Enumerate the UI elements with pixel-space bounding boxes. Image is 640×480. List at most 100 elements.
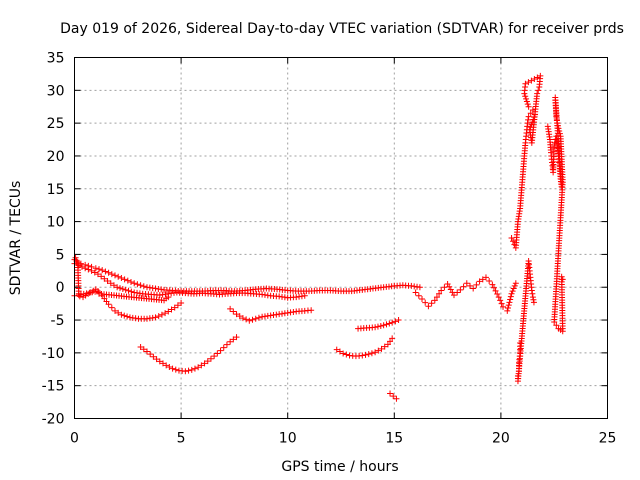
- data-point: [243, 316, 250, 323]
- data-point: [249, 316, 256, 323]
- data-point: [336, 348, 343, 355]
- data-point: [340, 350, 347, 357]
- data-point: [80, 290, 87, 297]
- data-point: [156, 358, 163, 365]
- series-track-start: [72, 254, 172, 304]
- data-point: [473, 281, 480, 288]
- data-point: [118, 275, 125, 282]
- data-point: [119, 285, 126, 292]
- data-point: [233, 311, 240, 318]
- data-point: [412, 289, 419, 296]
- data-point: [252, 315, 259, 322]
- series-track-minus6: [355, 317, 402, 332]
- data-point: [416, 284, 423, 291]
- data-point: [522, 93, 529, 100]
- data-point: [115, 309, 122, 316]
- x-tick-label: 0: [70, 431, 79, 447]
- data-point: [525, 113, 532, 120]
- data-point: [457, 286, 464, 293]
- data-point: [214, 350, 221, 357]
- data-point: [558, 273, 565, 280]
- data-point: [137, 282, 144, 289]
- data-point: [551, 319, 558, 326]
- y-tick-label: -20: [42, 412, 65, 428]
- data-point: [94, 271, 101, 278]
- data-point: [508, 235, 515, 241]
- data-point: [108, 271, 115, 278]
- data-point: [137, 343, 144, 350]
- data-point: [497, 297, 504, 304]
- series-track-spikes: [514, 257, 537, 385]
- y-tick-label: 30: [47, 83, 65, 99]
- data-point: [425, 303, 432, 310]
- series-track-minus12: [137, 334, 240, 375]
- data-point: [158, 311, 165, 318]
- x-tick-label: 10: [279, 431, 297, 447]
- data-point: [365, 351, 372, 358]
- data-point: [223, 341, 230, 348]
- data-point: [236, 313, 243, 320]
- data-point: [446, 283, 453, 290]
- data-point: [383, 321, 390, 328]
- data-point: [165, 308, 172, 315]
- data-point: [246, 317, 253, 324]
- data-point: [521, 90, 528, 97]
- data-point: [89, 289, 96, 296]
- data-point: [72, 254, 79, 261]
- data-point: [527, 110, 534, 117]
- data-point: [233, 334, 240, 341]
- data-point: [531, 76, 538, 83]
- data-point: [553, 113, 560, 120]
- data-point: [168, 306, 175, 313]
- data-point: [122, 286, 129, 293]
- data-point: [301, 292, 308, 299]
- y-tick-label: 10: [47, 215, 65, 231]
- data-point: [86, 289, 93, 296]
- data-point: [415, 292, 422, 299]
- data-point: [494, 290, 501, 297]
- data-point: [153, 356, 160, 363]
- data-point: [419, 296, 426, 303]
- data-point: [553, 116, 560, 123]
- data-point: [505, 302, 512, 309]
- y-tick-label: 15: [47, 182, 65, 198]
- data-point: [460, 283, 467, 290]
- data-point: [191, 365, 198, 372]
- data-point: [162, 310, 169, 317]
- data-point: [436, 290, 443, 297]
- data-point: [507, 293, 514, 300]
- data-point: [104, 277, 111, 284]
- y-tick-label: 20: [47, 149, 65, 165]
- data-point: [470, 285, 477, 292]
- data-point: [528, 287, 535, 294]
- data-point: [217, 347, 224, 354]
- data-point: [94, 288, 101, 295]
- data-point: [509, 288, 516, 295]
- data-point: [128, 288, 135, 295]
- y-tick-label: -10: [42, 346, 65, 362]
- data-point: [524, 101, 531, 108]
- data-point: [159, 360, 166, 367]
- data-point: [114, 284, 121, 291]
- x-axis-label: GPS time / hours: [281, 459, 398, 475]
- data-point: [507, 296, 514, 303]
- data-point: [486, 277, 493, 284]
- data-point: [509, 238, 516, 245]
- data-point: [511, 282, 518, 289]
- data-point: [482, 274, 489, 281]
- data-point: [92, 265, 99, 272]
- data-point: [524, 120, 531, 127]
- data-point: [110, 282, 117, 289]
- series-track-late: [544, 94, 566, 335]
- data-point: [537, 72, 544, 79]
- data-point: [101, 275, 108, 282]
- grid-lines: [74, 57, 608, 419]
- data-point: [131, 280, 138, 287]
- data-point: [83, 290, 90, 297]
- data-point: [492, 287, 499, 294]
- series-track-minus2: [71, 286, 185, 322]
- data-point: [530, 296, 537, 303]
- data-point: [523, 95, 530, 102]
- data-point: [239, 315, 246, 322]
